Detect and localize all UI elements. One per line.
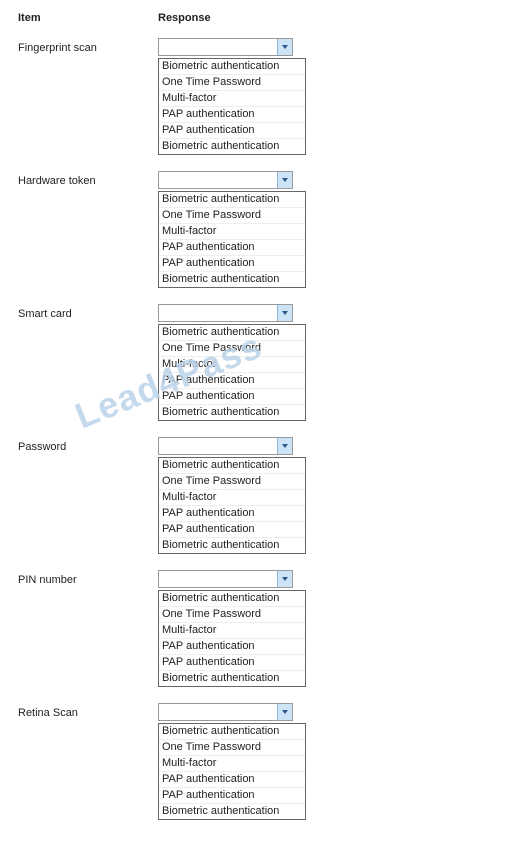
option-item[interactable]: PAP authentication — [159, 122, 305, 138]
response-block: Biometric authentication One Time Passwo… — [158, 38, 318, 171]
option-list: Biometric authentication One Time Passwo… — [158, 457, 306, 554]
response-select[interactable] — [158, 570, 293, 588]
option-item[interactable]: PAP authentication — [159, 771, 305, 787]
option-item[interactable]: Biometric authentication — [159, 591, 305, 606]
option-item[interactable]: Biometric authentication — [159, 803, 305, 819]
option-item[interactable]: One Time Password — [159, 739, 305, 755]
response-block: Biometric authentication One Time Passwo… — [158, 570, 318, 703]
option-item[interactable]: Biometric authentication — [159, 138, 305, 154]
option-item[interactable]: Biometric authentication — [159, 325, 305, 340]
chevron-down-icon — [277, 305, 292, 321]
option-item[interactable]: One Time Password — [159, 207, 305, 223]
option-item[interactable]: PAP authentication — [159, 255, 305, 271]
item-label: Fingerprint scan — [18, 38, 158, 54]
option-item[interactable]: Multi-factor — [159, 755, 305, 771]
header-response: Response — [158, 12, 318, 38]
option-item[interactable]: Biometric authentication — [159, 192, 305, 207]
chevron-down-icon — [277, 704, 292, 720]
option-item[interactable]: Biometric authentication — [159, 537, 305, 553]
chevron-down-icon — [277, 438, 292, 454]
option-item[interactable]: Multi-factor — [159, 622, 305, 638]
option-item[interactable]: Multi-factor — [159, 223, 305, 239]
option-item[interactable]: PAP authentication — [159, 239, 305, 255]
option-item[interactable]: Biometric authentication — [159, 724, 305, 739]
option-item[interactable]: Biometric authentication — [159, 271, 305, 287]
option-item[interactable]: Biometric authentication — [159, 404, 305, 420]
option-item[interactable]: Multi-factor — [159, 356, 305, 372]
option-item[interactable]: PAP authentication — [159, 654, 305, 670]
item-label: Retina Scan — [18, 703, 158, 719]
response-block: Biometric authentication One Time Passwo… — [158, 304, 318, 437]
response-select[interactable] — [158, 171, 293, 189]
option-item[interactable]: PAP authentication — [159, 372, 305, 388]
response-block: Biometric authentication One Time Passwo… — [158, 437, 318, 570]
option-item[interactable]: PAP authentication — [159, 106, 305, 122]
response-select[interactable] — [158, 38, 293, 56]
header-item: Item — [18, 12, 158, 38]
option-item[interactable]: PAP authentication — [159, 787, 305, 803]
option-list: Biometric authentication One Time Passwo… — [158, 191, 306, 288]
response-select[interactable] — [158, 304, 293, 322]
option-item[interactable]: One Time Password — [159, 340, 305, 356]
option-item[interactable]: PAP authentication — [159, 388, 305, 404]
option-list: Biometric authentication One Time Passwo… — [158, 590, 306, 687]
chevron-down-icon — [277, 39, 292, 55]
item-label: Password — [18, 437, 158, 453]
chevron-down-icon — [277, 172, 292, 188]
response-select[interactable] — [158, 703, 293, 721]
option-list: Biometric authentication One Time Passwo… — [158, 723, 306, 820]
matching-grid: Item Response Fingerprint scan Biometric… — [18, 12, 508, 836]
option-item[interactable]: One Time Password — [159, 74, 305, 90]
option-list: Biometric authentication One Time Passwo… — [158, 58, 306, 155]
option-item[interactable]: PAP authentication — [159, 505, 305, 521]
option-item[interactable]: Biometric authentication — [159, 59, 305, 74]
option-item[interactable]: PAP authentication — [159, 638, 305, 654]
response-block: Biometric authentication One Time Passwo… — [158, 171, 318, 304]
response-select[interactable] — [158, 437, 293, 455]
chevron-down-icon — [277, 571, 292, 587]
option-item[interactable]: Multi-factor — [159, 90, 305, 106]
option-item[interactable]: Biometric authentication — [159, 458, 305, 473]
option-item[interactable]: PAP authentication — [159, 521, 305, 537]
response-block: Biometric authentication One Time Passwo… — [158, 703, 318, 836]
item-label: Hardware token — [18, 171, 158, 187]
option-list: Biometric authentication One Time Passwo… — [158, 324, 306, 421]
option-item[interactable]: Biometric authentication — [159, 670, 305, 686]
option-item[interactable]: One Time Password — [159, 606, 305, 622]
item-label: PIN number — [18, 570, 158, 586]
option-item[interactable]: One Time Password — [159, 473, 305, 489]
item-label: Smart card — [18, 304, 158, 320]
option-item[interactable]: Multi-factor — [159, 489, 305, 505]
